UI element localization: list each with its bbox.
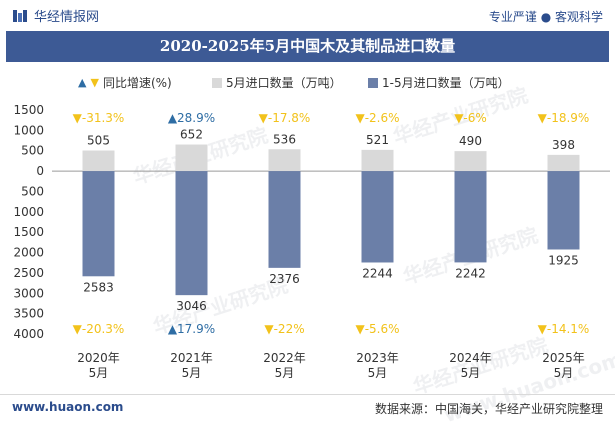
footer-divider <box>0 394 615 395</box>
cumulative-bar <box>268 171 301 268</box>
y-tick-label: 0 <box>36 164 44 178</box>
legend-yoy-label: 同比增速(%) <box>102 76 172 90</box>
legend-yoy: ▲ ▼ 同比增速(%) <box>78 74 172 91</box>
y-tick-label: 500 <box>21 144 44 158</box>
yoy-monthly-label: ▼-31.3% <box>73 111 125 125</box>
legend-cumulative-swatch <box>368 77 378 88</box>
cumulative-value-label: 3046 <box>176 299 207 313</box>
footer-source: 数据来源：中国海关，华经产业研究院整理 <box>374 402 603 416</box>
legend-cumulative-label: 1-5月进口数量（万吨） <box>382 76 510 90</box>
legend: ▲ ▼ 同比增速(%) 5月进口数量（万吨） 1-5月进口数量（万吨） <box>0 74 615 94</box>
cumulative-value-label: 2583 <box>83 280 114 294</box>
yoy-cumulative-label: ▼-22% <box>264 322 304 336</box>
up-triangle-icon: ▲ <box>78 76 87 89</box>
x-tick-label: 2024年 5月 <box>449 351 492 380</box>
cumulative-value-label: 2244 <box>362 266 393 280</box>
x-tick-label-line: 5月 <box>89 366 109 380</box>
yoy-cumulative-label: ▼-5.6% <box>355 322 399 336</box>
cumulative-value-label: 2242 <box>455 266 486 280</box>
legend-monthly-label: 5月进口数量（万吨） <box>226 76 342 90</box>
y-tick-label: 3000 <box>13 286 44 300</box>
footer-website: www.huaon.com <box>12 400 124 414</box>
monthly-value-label: 536 <box>273 132 296 146</box>
cumulative-bar <box>82 171 115 277</box>
monthly-value-label: 652 <box>180 128 203 142</box>
brand: 华经情报网 <box>12 6 99 25</box>
yoy-monthly-label: ▼-6% <box>454 111 487 125</box>
monthly-bar <box>175 144 208 172</box>
monthly-value-label: 490 <box>459 134 482 148</box>
x-tick-label: 2025年 5月 <box>542 351 585 380</box>
yoy-cumulative-label: ▼-20.3% <box>73 322 125 336</box>
x-tick-label-line: 5月 <box>182 366 202 380</box>
monthly-bar <box>547 154 580 172</box>
yoy-cumulative-label: ▼-14.1% <box>538 322 590 336</box>
x-tick-label-line: 5月 <box>275 366 295 380</box>
x-tick-label-line: 2023年 <box>356 351 399 365</box>
legend-monthly: 5月进口数量（万吨） <box>212 74 342 91</box>
yoy-cumulative-label: ▲17.9% <box>168 322 215 336</box>
bar-chart: 1500 1000 500 0 500 1000 1500 2000 2500 3000 3500 4… <box>13 103 610 380</box>
down-triangle-icon: ▼ <box>90 76 99 89</box>
y-tick-label: 500 <box>21 184 44 198</box>
yoy-monthly-label: ▼-2.6% <box>355 111 399 125</box>
x-tick-label-line: 5月 <box>368 366 388 380</box>
monthly-bar <box>82 150 115 172</box>
y-tick-label: 1000 <box>13 123 44 137</box>
x-tick-label-line: 2020年 <box>77 351 120 365</box>
x-tick-label-line: 2021年 <box>170 351 213 365</box>
cumulative-bar <box>547 171 580 250</box>
y-tick-label: 1000 <box>13 205 44 219</box>
monthly-value-label: 398 <box>552 138 575 152</box>
monthly-value-label: 521 <box>366 133 389 147</box>
x-tick-label-line: 2022年 <box>263 351 306 365</box>
monthly-bar <box>361 149 394 172</box>
yoy-monthly-label: ▼-17.8% <box>259 111 311 125</box>
cumulative-value-label: 1925 <box>548 253 579 267</box>
top-bar: 华经情报网 专业严谨 ● 客观科学 <box>0 0 615 30</box>
cumulative-bar <box>361 171 394 263</box>
x-tick-label: 2020年 5月 <box>77 351 120 380</box>
y-tick-label: 1500 <box>13 225 44 239</box>
y-tick-label: 2000 <box>13 246 44 260</box>
x-tick-label: 2021年 5月 <box>170 351 213 380</box>
monthly-bar <box>268 149 301 172</box>
x-tick-label-line: 2025年 <box>542 351 585 365</box>
monthly-value-label: 505 <box>87 134 110 148</box>
tagline: 专业严谨 ● 客观科学 <box>488 10 603 24</box>
x-tick-label: 2023年 5月 <box>356 351 399 380</box>
yoy-monthly-label: ▼-18.9% <box>538 111 590 125</box>
huajing-logo-icon <box>13 9 27 22</box>
y-tick-label: 4000 <box>13 327 44 341</box>
legend-monthly-swatch <box>212 77 222 88</box>
x-tick-label-line: 2024年 <box>449 351 492 365</box>
legend-cumulative: 1-5月进口数量（万吨） <box>368 74 510 91</box>
x-tick-label-line: 5月 <box>461 366 481 380</box>
cumulative-bar <box>175 171 208 296</box>
brand-name: 华经情报网 <box>34 10 100 25</box>
monthly-bar <box>454 151 487 172</box>
y-tick-label: 2500 <box>13 266 44 280</box>
x-tick-label-line: 5月 <box>554 366 574 380</box>
x-tick-label: 2022年 5月 <box>263 351 306 380</box>
y-tick-label: 1500 <box>13 103 44 117</box>
cumulative-bar <box>454 171 487 263</box>
y-tick-label: 3500 <box>13 307 44 321</box>
yoy-monthly-label: ▲28.9% <box>168 111 215 125</box>
chart-title: 2020-2025年5月中国木及其制品进口数量 <box>6 31 609 62</box>
cumulative-value-label: 2376 <box>269 272 300 286</box>
